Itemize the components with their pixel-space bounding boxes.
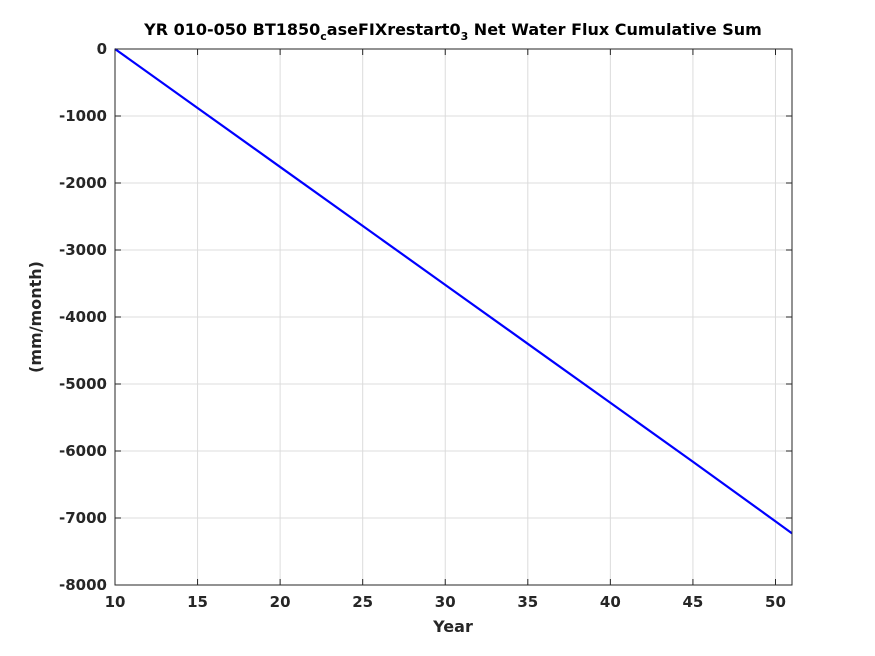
chart-title-part2: aseFIXrestart0 — [327, 20, 461, 39]
y-tick-label: -3000 — [59, 241, 107, 259]
x-tick-label: 30 — [435, 593, 456, 611]
series-line — [114, 48, 793, 535]
x-tick-label: 15 — [187, 593, 208, 611]
y-tick-label: -4000 — [59, 308, 107, 326]
chart-title-subscript1: c — [320, 30, 327, 43]
y-tick-label: -2000 — [59, 174, 107, 192]
y-tick-label: -5000 — [59, 375, 107, 393]
x-tick-label: 50 — [765, 593, 786, 611]
y-tick-label: 0 — [97, 40, 107, 58]
y-tick-label: -1000 — [59, 107, 107, 125]
x-tick-label: 10 — [105, 593, 126, 611]
y-tick-label: -6000 — [59, 442, 107, 460]
x-axis-label: Year — [432, 617, 473, 636]
chart-title-part1: YR 010-050 BT1850 — [143, 20, 320, 39]
x-tick-label: 20 — [270, 593, 291, 611]
axis-ticks: 10 15 20 25 30 35 40 45 50 0 -1000 -2000 -3000 -4000 -… — [59, 40, 792, 611]
x-tick-label: 40 — [600, 593, 621, 611]
y-tick-label: -7000 — [59, 509, 107, 527]
y-axis-label: (mm/month) — [26, 261, 45, 373]
data-series — [114, 48, 793, 535]
chart-title: YR 010-050 BT1850caseFIXrestart03 Net Wa… — [143, 20, 762, 43]
y-tick-label: -8000 — [59, 576, 107, 594]
x-tick-label: 25 — [352, 593, 373, 611]
x-tick-label: 35 — [517, 593, 538, 611]
chart-title-part3: Net Water Flux Cumulative Sum — [468, 20, 762, 39]
chart-title-subscript2: 3 — [461, 30, 469, 43]
x-tick-label: 45 — [682, 593, 703, 611]
